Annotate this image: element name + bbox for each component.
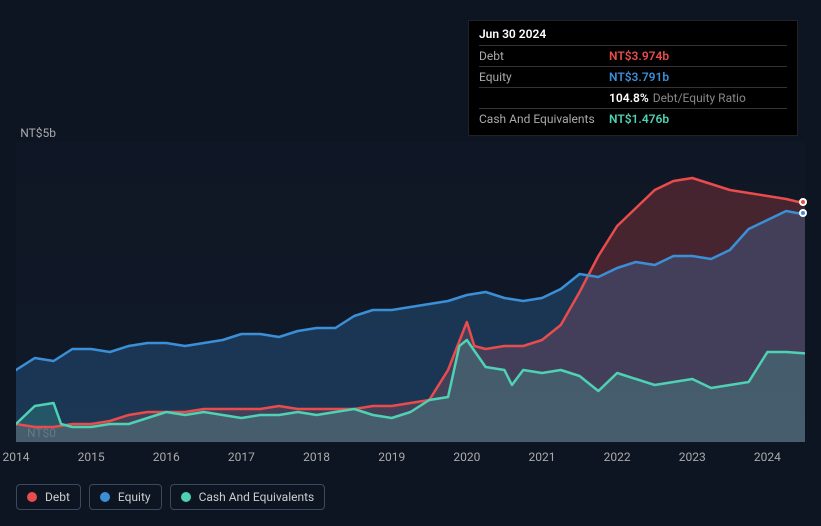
x-tick-label: 2017 (228, 450, 255, 464)
legend-item[interactable]: Debt (16, 484, 81, 510)
y-tick-label: NT$5b (16, 126, 56, 140)
tooltip-row: EquityNT$3.791b (479, 66, 787, 87)
legend-dot-icon (100, 492, 110, 502)
x-tick-label: 2023 (679, 450, 706, 464)
legend-label: Cash And Equivalents (199, 490, 315, 504)
tooltip-row-value: NT$3.974b (609, 49, 669, 63)
x-tick-label: 2015 (78, 450, 105, 464)
legend-item[interactable]: Equity (89, 484, 162, 510)
x-tick-label: 2022 (604, 450, 631, 464)
x-tick-label: 2018 (303, 450, 330, 464)
series-end-marker (799, 209, 807, 217)
legend-dot-icon (181, 492, 191, 502)
tooltip-row-value: 104.8%Debt/Equity Ratio (609, 91, 746, 105)
tooltip-panel: Jun 30 2024 DebtNT$3.974bEquityNT$3.791b… (468, 20, 798, 136)
x-tick-label: 2024 (754, 450, 781, 464)
legend-label: Equity (118, 490, 151, 504)
tooltip-date: Jun 30 2024 (479, 27, 787, 45)
tooltip-row: 104.8%Debt/Equity Ratio (479, 87, 787, 108)
x-tick-label: 2021 (529, 450, 556, 464)
tooltip-row-label: Debt (479, 49, 609, 63)
x-tick-label: 2014 (3, 450, 30, 464)
tooltip-row: DebtNT$3.974b (479, 45, 787, 66)
series-end-marker (799, 198, 807, 206)
tooltip-row-label (479, 91, 609, 105)
legend-label: Debt (45, 490, 70, 504)
x-tick-label: 2020 (453, 450, 480, 464)
tooltip-row-label: Equity (479, 70, 609, 84)
tooltip-row: Cash And EquivalentsNT$1.476b (479, 108, 787, 129)
chart-svg (16, 142, 805, 442)
legend: Debt Equity Cash And Equivalents (16, 484, 325, 510)
x-tick-label: 2019 (378, 450, 405, 464)
legend-item[interactable]: Cash And Equivalents (170, 484, 326, 510)
tooltip-row-label: Cash And Equivalents (479, 112, 609, 126)
chart-plot-area[interactable] (16, 142, 805, 442)
x-tick-label: 2016 (153, 450, 180, 464)
legend-dot-icon (27, 492, 37, 502)
tooltip-row-value: NT$1.476b (609, 112, 669, 126)
tooltip-row-value: NT$3.791b (609, 70, 669, 84)
